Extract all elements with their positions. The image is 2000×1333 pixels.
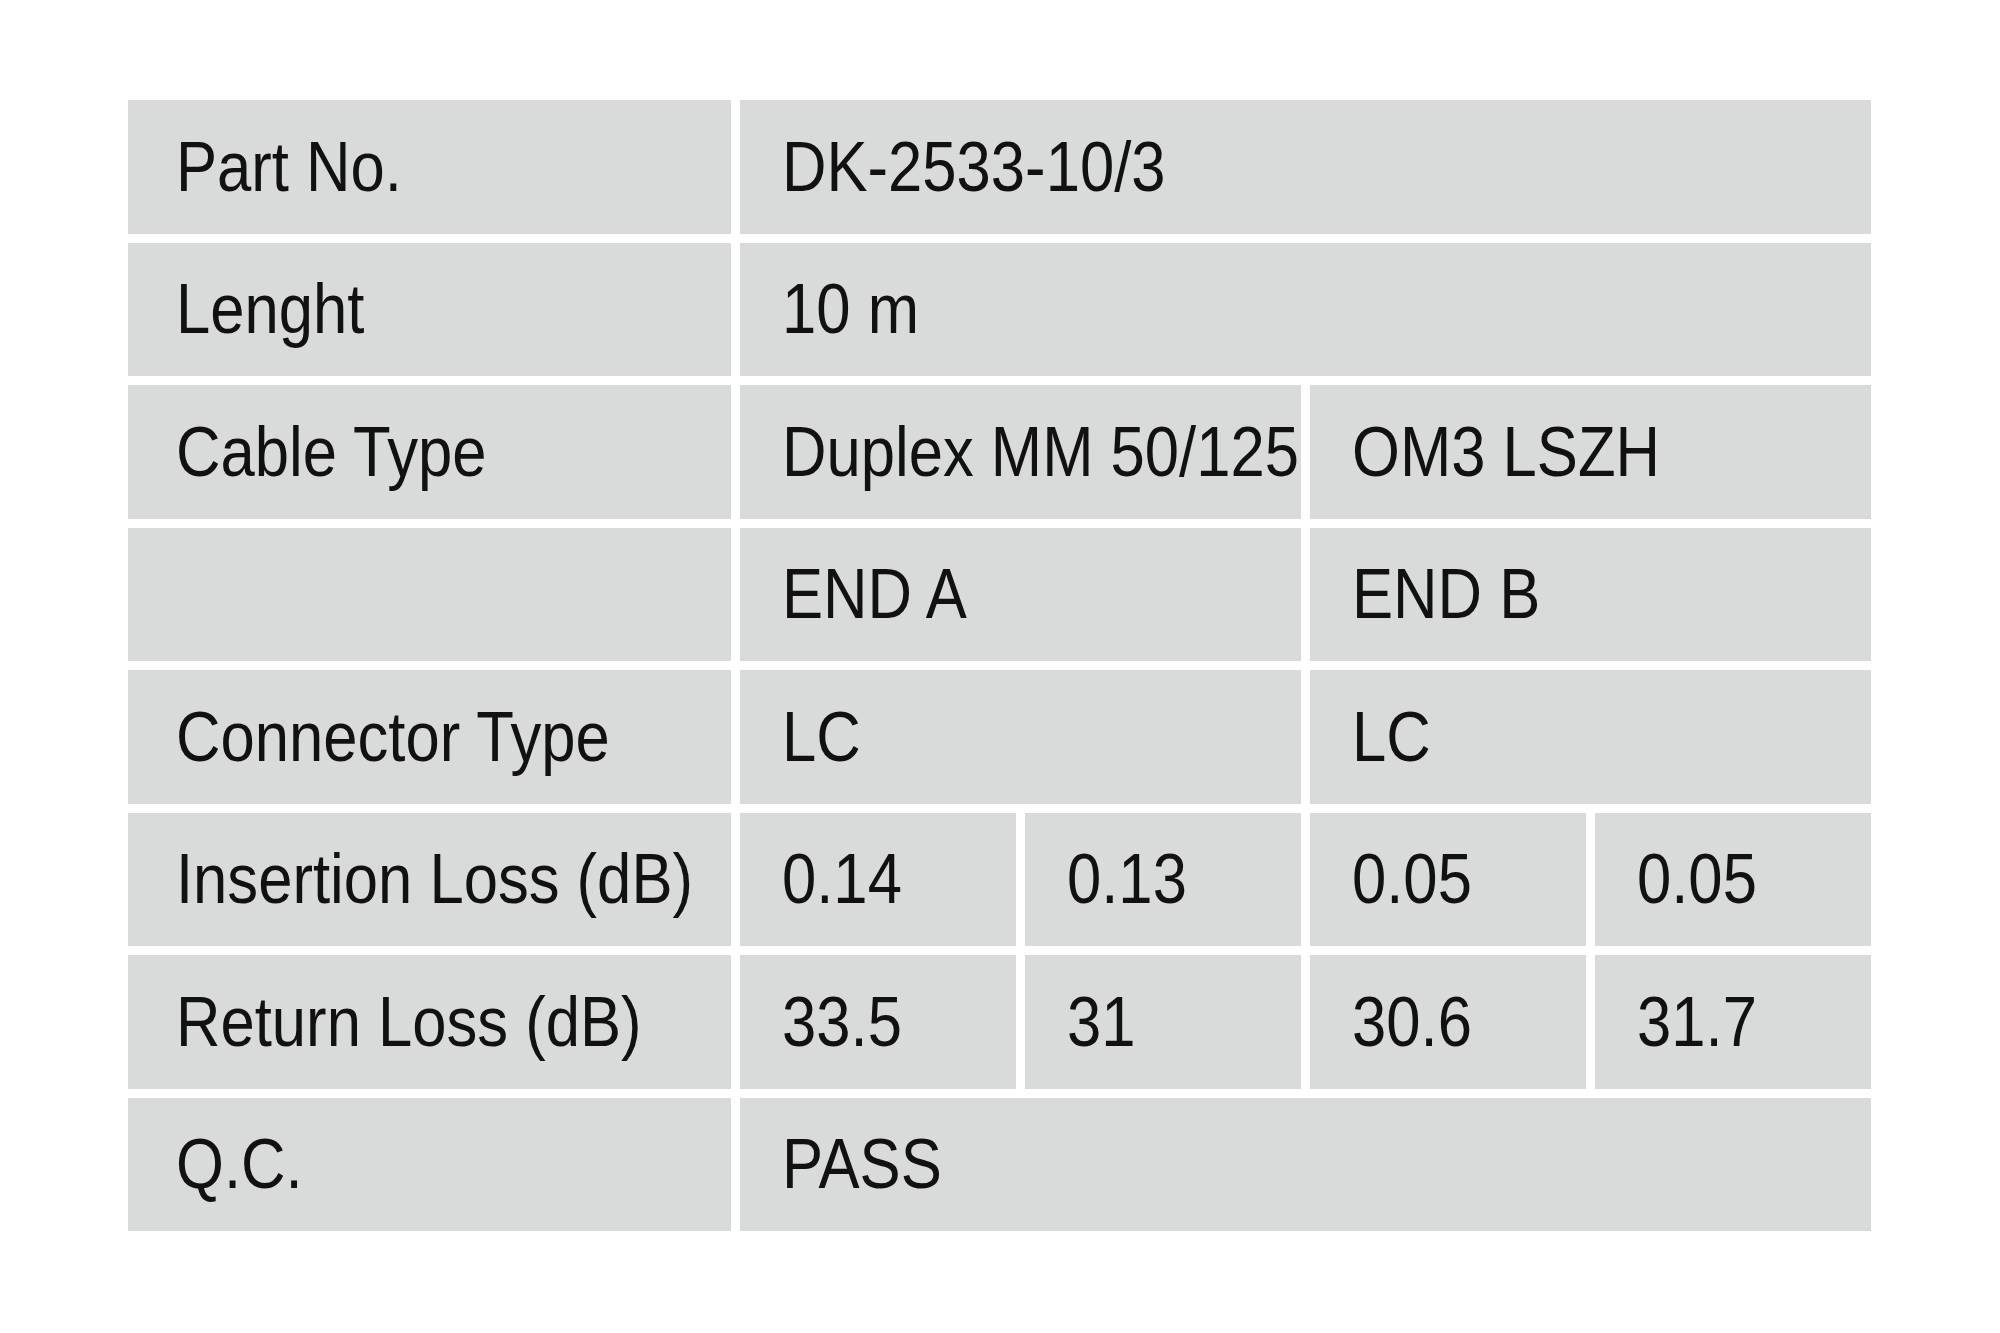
row-label-text: Part No.: [176, 132, 402, 202]
value-cell: 0.14: [740, 813, 1016, 947]
value-cell-text: END A: [782, 559, 967, 629]
value-cell-text: 10 m: [782, 274, 919, 344]
value-cell: LC: [1310, 670, 1871, 804]
row-label-text: Q.C.: [176, 1129, 303, 1199]
value-cell-text: LC: [782, 702, 861, 772]
value-cell: END B: [1310, 528, 1871, 662]
value-cell: 0.13: [1025, 813, 1301, 947]
value-cell: PASS: [740, 1098, 1871, 1232]
row-label-text: Return Loss (dB): [176, 987, 642, 1057]
row-label-text: Lenght: [176, 274, 364, 344]
value-cell-text: DK-2533-10/3: [782, 132, 1166, 202]
value-cell-text: 0.05: [1637, 844, 1757, 914]
value-cell: 0.05: [1595, 813, 1871, 947]
row-label: Lenght: [128, 243, 731, 377]
value-cell-text: LC: [1352, 702, 1431, 772]
value-cell: 10 m: [740, 243, 1871, 377]
row-label: Return Loss (dB): [128, 955, 731, 1089]
value-cell-text: 33.5: [782, 987, 902, 1057]
value-cell: 30.6: [1310, 955, 1586, 1089]
row-label: Insertion Loss (dB): [128, 813, 731, 947]
value-cell-text: 31.7: [1637, 987, 1757, 1057]
row-label-text: Cable Type: [176, 417, 487, 487]
value-cell-text: Duplex MM 50/125: [782, 417, 1299, 487]
value-cell: 0.05: [1310, 813, 1586, 947]
value-cell: END A: [740, 528, 1301, 662]
value-cell-text: 0.14: [782, 844, 902, 914]
value-cell-text: END B: [1352, 559, 1540, 629]
value-cell: Duplex MM 50/125: [740, 385, 1301, 519]
value-cell: 31.7: [1595, 955, 1871, 1089]
row-label-text: Connector Type: [176, 702, 610, 772]
value-cell: 31: [1025, 955, 1301, 1089]
row-label: Connector Type: [128, 670, 731, 804]
value-cell: DK-2533-10/3: [740, 100, 1871, 234]
value-cell-text: 0.13: [1067, 844, 1187, 914]
value-cell: OM3 LSZH: [1310, 385, 1871, 519]
row-label: Cable Type: [128, 385, 731, 519]
value-cell-text: PASS: [782, 1129, 942, 1199]
row-label: [128, 528, 731, 662]
value-cell-text: OM3 LSZH: [1352, 417, 1660, 487]
row-label-text: Insertion Loss (dB): [176, 844, 693, 914]
value-cell: 33.5: [740, 955, 1016, 1089]
spec-table: Part No. DK-2533-10/3 Lenght 10 m Cable Type…: [128, 100, 1871, 1231]
value-cell-text: 31: [1067, 987, 1136, 1057]
value-cell-text: 30.6: [1352, 987, 1472, 1057]
value-cell: LC: [740, 670, 1301, 804]
row-label: Q.C.: [128, 1098, 731, 1232]
value-cell-text: 0.05: [1352, 844, 1472, 914]
row-label: Part No.: [128, 100, 731, 234]
